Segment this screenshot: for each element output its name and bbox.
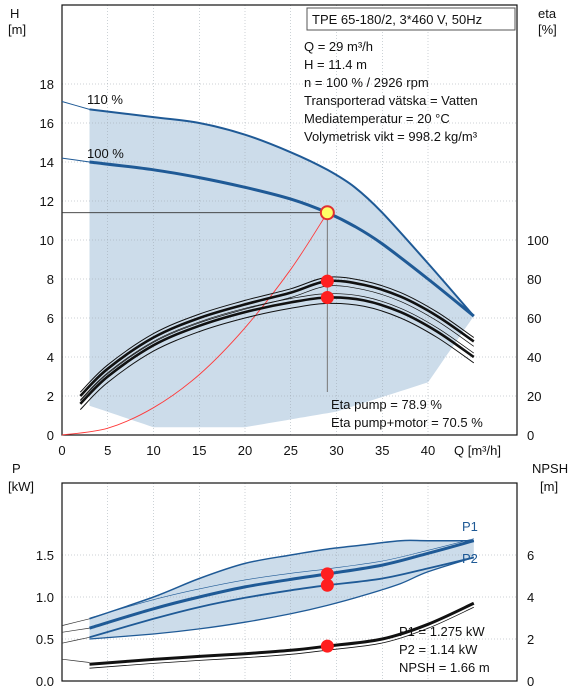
npsh-axis-label-line2: [m]	[540, 479, 558, 494]
y2-axis-label-line1: eta	[538, 6, 557, 21]
operating-region	[89, 109, 474, 428]
p-tick-label: 0.0	[36, 674, 54, 689]
p-tick-label: 0.5	[36, 632, 54, 647]
eta-pump-motor-annotation: Eta pump+motor = 70.5 %	[331, 415, 483, 430]
eta-pump-motor-marker	[320, 291, 334, 305]
y-tick-label: 14	[40, 155, 54, 170]
x-tick-label: 15	[192, 443, 206, 458]
chart-title: TPE 65-180/2, 3*460 V, 50Hz	[312, 12, 482, 27]
p-axis-label-line1: P	[12, 461, 21, 476]
system-curve	[61, 212, 328, 436]
y2-axis-label-line2: [%]	[538, 22, 557, 37]
x-tick-label: 30	[329, 443, 343, 458]
info-line-temp: Mediatemperatur = 20 °C	[304, 111, 450, 126]
y-tick-label: 18	[40, 77, 54, 92]
x-axis-label: Q [m³/h]	[454, 443, 501, 458]
head-axis-ticks: 0 5 10 15 20 25 30 35 40 0 2 4 6 8 10 12 14 16 18 0 20 40 60 80…	[40, 77, 549, 458]
y-tick-label: 8	[47, 272, 54, 287]
head-panel: 0 5 10 15 20 25 30 35 40 0 2 4 6 8 10 12 14 16 18 0 20 40 60 80…	[8, 4, 557, 458]
npsh-extension	[61, 658, 90, 663]
info-line-density: Volymetrisk vikt = 998.2 kg/m³	[304, 129, 478, 144]
y-tick-label: 0	[47, 428, 54, 443]
y-axis-label-line2: [m]	[8, 22, 26, 37]
info-line-h: H = 11.4 m	[304, 57, 367, 72]
p2-curve	[89, 556, 475, 639]
info-line-n: n = 100 % / 2926 rpm	[304, 75, 429, 90]
p2-label: P2	[462, 551, 478, 566]
operating-point-marker	[319, 205, 335, 221]
x-tick-label: 10	[146, 443, 160, 458]
power-panel: 0.0 0.5 1.0 1.5 0 2 4 6 P [kW] NPSH [m] P1 P2 P…	[8, 461, 568, 689]
x-tick-label: 5	[104, 443, 111, 458]
y-axis-label-line1: H	[10, 6, 19, 21]
p-extension	[61, 618, 90, 626]
p1-marker	[320, 567, 334, 581]
head-curves	[61, 101, 475, 436]
head-curve-110	[89, 108, 475, 317]
x-tick-label: 0	[58, 443, 65, 458]
npsh-variant-curve	[89, 606, 474, 669]
y-tick-label: 4	[47, 350, 54, 365]
p1-label: P1	[462, 519, 478, 534]
power-region-upper	[89, 539, 474, 620]
p-tick-label: 1.0	[36, 590, 54, 605]
npsh-axis-label-line1: NPSH	[532, 461, 568, 476]
p2-annotation: P2 = 1.14 kW	[399, 642, 478, 657]
head-plot-frame	[61, 4, 518, 436]
y-tick-label: 16	[40, 116, 54, 131]
eta-pump-marker	[320, 274, 334, 288]
head-curve-100	[89, 160, 475, 318]
curve-label-100: 100 %	[87, 146, 124, 161]
eta-variant-curve	[80, 293, 474, 401]
p-extension	[61, 627, 90, 633]
eta-pump-motor-curve	[79, 296, 475, 405]
y-tick-label: 6	[47, 311, 54, 326]
p1-variant-curve	[89, 538, 474, 619]
y2-tick-label: 60	[527, 311, 541, 326]
y-tick-label: 12	[40, 194, 54, 209]
npsh-tick-label: 6	[527, 548, 534, 563]
y-tick-label: 2	[47, 389, 54, 404]
y2-tick-label: 100	[527, 233, 549, 248]
x-tick-label: 25	[284, 443, 298, 458]
info-line-q: Q = 29 m³/h	[304, 39, 373, 54]
p-tick-label: 1.5	[36, 548, 54, 563]
y-tick-label: 10	[40, 233, 54, 248]
npsh-tick-label: 0	[527, 674, 534, 689]
y2-tick-label: 20	[527, 389, 541, 404]
p2-marker	[320, 578, 334, 592]
x-tick-label: 35	[375, 443, 389, 458]
npsh-annotation: NPSH = 1.66 m	[399, 660, 490, 675]
x-tick-label: 20	[238, 443, 252, 458]
npsh-curve	[89, 601, 475, 666]
npsh-tick-label: 2	[527, 632, 534, 647]
power-curves	[61, 538, 475, 669]
npsh-marker	[320, 639, 334, 653]
y2-tick-label: 40	[527, 350, 541, 365]
eta-variant-curve	[80, 285, 474, 402]
curve-110-extension	[61, 101, 90, 110]
y2-tick-label: 0	[527, 428, 534, 443]
eta-variant-curve	[79, 302, 475, 410]
eta-pump-curve	[79, 279, 475, 397]
eta-pump-annotation: Eta pump = 78.9 %	[331, 397, 442, 412]
title-box	[306, 7, 516, 31]
curve-label-110: 110 %	[87, 92, 123, 107]
y2-tick-label: 80	[527, 272, 541, 287]
x-tick-label: 40	[421, 443, 435, 458]
eta-variant-curve	[79, 276, 475, 393]
npsh-tick-label: 4	[527, 590, 534, 605]
curve-100-extension	[61, 157, 90, 163]
p-extension	[61, 636, 90, 644]
p1-curve	[89, 539, 475, 630]
power-region-lower	[89, 556, 474, 640]
info-line-liquid: Transporterad vätska = Vatten	[304, 93, 478, 108]
p1-annotation: P1 = 1.275 kW	[399, 624, 485, 639]
power-plot-frame	[61, 482, 518, 682]
p-axis-label-line2: [kW]	[8, 479, 34, 494]
power-axis-ticks: 0.0 0.5 1.0 1.5 0 2 4 6	[36, 548, 534, 689]
